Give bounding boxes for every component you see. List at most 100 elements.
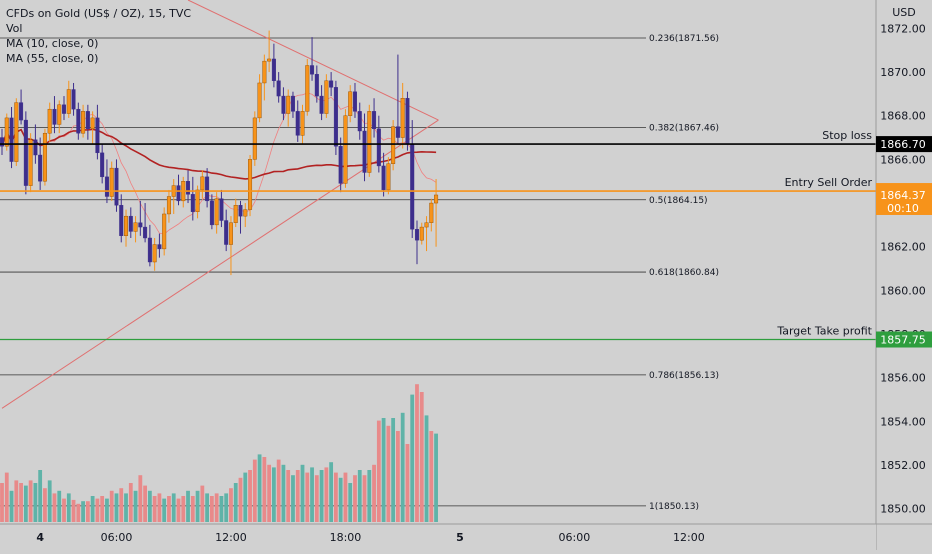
candle[interactable]	[143, 203, 148, 243]
candle[interactable]	[386, 157, 391, 195]
candle[interactable]	[414, 220, 419, 265]
candle[interactable]	[171, 179, 176, 214]
candle[interactable]	[271, 43, 276, 88]
candle[interactable]	[147, 224, 152, 267]
candle[interactable]	[152, 237, 157, 271]
candle[interactable]	[333, 80, 338, 156]
candle[interactable]	[104, 159, 109, 204]
candle[interactable]	[252, 111, 257, 166]
candle[interactable]	[42, 128, 47, 186]
candle[interactable]	[329, 72, 334, 97]
candle[interactable]	[9, 106, 14, 169]
candle[interactable]	[290, 91, 295, 118]
candle[interactable]	[90, 111, 95, 145]
candle[interactable]	[395, 54, 400, 145]
candle[interactable]	[238, 200, 243, 234]
candle[interactable]	[262, 54, 267, 101]
candle[interactable]	[186, 170, 191, 204]
candle[interactable]	[71, 82, 76, 116]
candle[interactable]	[176, 174, 181, 206]
candle[interactable]	[348, 85, 353, 123]
candle[interactable]	[38, 137, 43, 190]
candle[interactable]	[52, 96, 57, 134]
candle[interactable]	[138, 200, 143, 236]
candle[interactable]	[381, 152, 386, 197]
candle[interactable]	[95, 104, 100, 160]
candle[interactable]	[76, 102, 81, 140]
candle[interactable]	[62, 96, 67, 121]
candle-body	[200, 176, 205, 191]
candle[interactable]	[209, 194, 214, 230]
candle[interactable]	[367, 104, 372, 177]
candle[interactable]	[248, 155, 253, 217]
candle[interactable]	[219, 189, 224, 228]
candle[interactable]	[57, 100, 62, 134]
candle[interactable]	[109, 161, 114, 201]
candle[interactable]	[233, 198, 238, 228]
candle[interactable]	[434, 179, 439, 247]
candle[interactable]	[300, 104, 305, 145]
candle[interactable]	[181, 176, 186, 208]
triangle-upper-line[interactable]	[187, 0, 439, 121]
candle[interactable]	[224, 209, 229, 252]
last-price-tag[interactable]	[876, 186, 932, 215]
candle[interactable]	[47, 102, 52, 142]
candle[interactable]	[362, 113, 367, 182]
candle[interactable]	[114, 159, 119, 212]
candle[interactable]	[286, 89, 291, 127]
candle[interactable]	[243, 203, 248, 228]
target-take-profit-price-tag[interactable]	[876, 331, 932, 348]
candle[interactable]	[305, 58, 310, 116]
candle[interactable]	[310, 37, 315, 81]
candle[interactable]	[128, 207, 133, 238]
candle[interactable]	[124, 209, 129, 247]
candle[interactable]	[429, 198, 434, 232]
candle[interactable]	[14, 98, 19, 166]
candle[interactable]	[391, 120, 396, 171]
candle[interactable]	[281, 87, 286, 121]
candle[interactable]	[157, 233, 162, 258]
candle[interactable]	[257, 74, 262, 123]
candle[interactable]	[424, 216, 429, 252]
candle[interactable]	[28, 133, 33, 193]
candle[interactable]	[85, 104, 90, 140]
candle[interactable]	[190, 176, 195, 221]
candle[interactable]	[166, 189, 171, 223]
candle[interactable]	[400, 82, 405, 149]
candle[interactable]	[419, 222, 424, 245]
candle[interactable]	[314, 65, 319, 103]
candle[interactable]	[19, 89, 24, 125]
candle[interactable]	[214, 192, 219, 234]
candle[interactable]	[267, 30, 272, 73]
candle[interactable]	[0, 128, 4, 156]
legend-ma55[interactable]: MA (55, close, 0)	[6, 52, 99, 65]
ma10-line[interactable]	[1, 92, 437, 235]
candle[interactable]	[4, 113, 9, 151]
candle[interactable]	[200, 170, 205, 199]
candle[interactable]	[228, 216, 233, 276]
candle[interactable]	[295, 100, 300, 142]
candle[interactable]	[352, 82, 357, 118]
candle[interactable]	[338, 137, 343, 193]
legend-ma10[interactable]: MA (10, close, 0)	[6, 37, 99, 50]
candle[interactable]	[81, 104, 86, 138]
candle[interactable]	[319, 85, 324, 121]
candle[interactable]	[23, 111, 28, 195]
candle[interactable]	[324, 74, 329, 118]
candle[interactable]	[100, 144, 105, 184]
symbol-title[interactable]: CFDs on Gold (US$ / OZ), 15, TVC	[6, 7, 192, 20]
candle[interactable]	[119, 194, 124, 243]
candle[interactable]	[162, 207, 167, 256]
candle[interactable]	[357, 102, 362, 140]
stop-loss-price-tag[interactable]	[876, 136, 932, 153]
candle[interactable]	[276, 72, 281, 103]
candle[interactable]	[405, 91, 410, 151]
candle[interactable]	[372, 98, 377, 138]
legend-vol[interactable]: Vol	[6, 22, 23, 35]
candle[interactable]	[66, 80, 71, 118]
candle[interactable]	[133, 216, 138, 243]
candle[interactable]	[205, 168, 210, 208]
candle[interactable]	[343, 109, 348, 188]
